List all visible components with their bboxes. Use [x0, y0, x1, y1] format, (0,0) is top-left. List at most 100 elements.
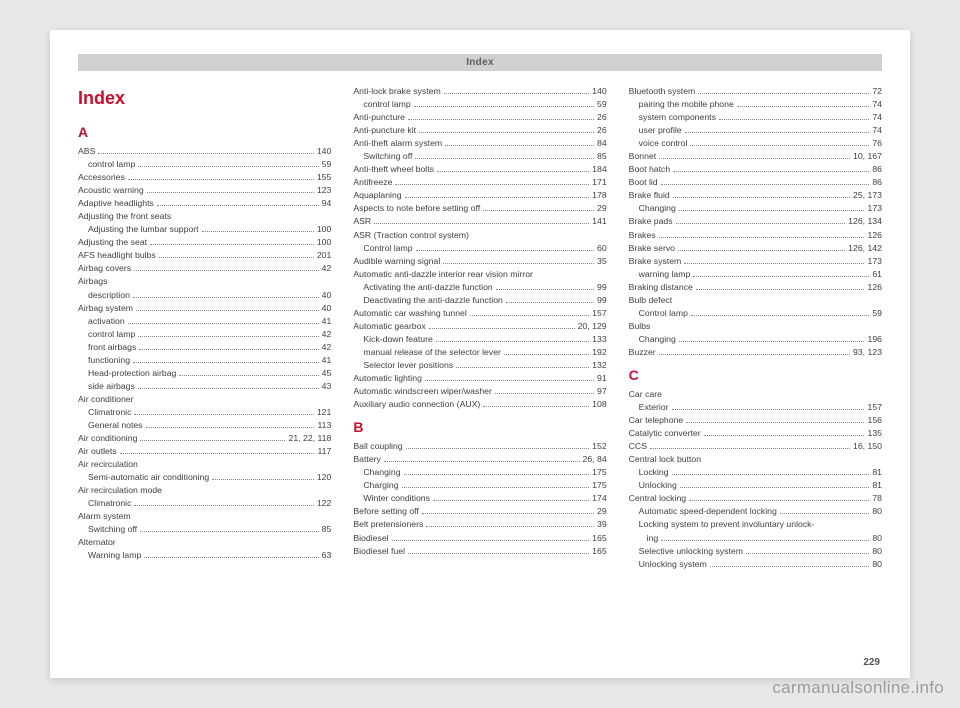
index-entry: Aspects to note before setting off29 — [353, 202, 606, 215]
index-entry: Anti-theft alarm system84 — [353, 137, 606, 150]
index-entry: Bluetooth system72 — [629, 85, 882, 98]
entry-label: manual release of the selector lever — [363, 346, 501, 359]
entry-page: 140 — [317, 145, 332, 158]
entry-label: Bluetooth system — [629, 85, 696, 98]
index-subentry: Locking81 — [629, 466, 882, 479]
entry-page: 61 — [872, 268, 882, 281]
entry-page: 123 — [317, 184, 332, 197]
entry-page: 29 — [597, 505, 607, 518]
leader-dots — [698, 93, 869, 94]
entry-label: control lamp — [88, 328, 135, 341]
entry-label: warning lamp — [639, 268, 691, 281]
leader-dots — [433, 500, 589, 501]
index-entry: Air outlets117 — [78, 445, 331, 458]
leader-dots — [496, 289, 594, 290]
entry-label: Climatronic — [88, 497, 131, 510]
entry-label: Warning lamp — [88, 549, 141, 562]
entry-page: 157 — [867, 401, 882, 414]
entry-label: voice control — [639, 137, 688, 150]
entry-page: 174 — [592, 492, 607, 505]
leader-dots — [673, 197, 850, 198]
page-number: 229 — [863, 657, 880, 668]
leader-dots — [436, 341, 589, 342]
leader-dots — [696, 289, 865, 290]
index-subentry: Changing173 — [629, 202, 882, 215]
entry-page: 175 — [592, 479, 607, 492]
entry-page: 93, 123 — [853, 346, 882, 359]
entry-label: Battery — [353, 453, 381, 466]
entry-label: Anti-puncture — [353, 111, 405, 124]
index-entry: Buzzer93, 123 — [629, 346, 882, 359]
index-entry: Auxiliary audio connection (AUX)108 — [353, 398, 606, 411]
header-bar: Index — [78, 54, 882, 71]
leader-dots — [684, 263, 864, 264]
entry-page: 132 — [592, 359, 607, 372]
index-entry: Aquaplaning178 — [353, 189, 606, 202]
index-entry: Central locking78 — [629, 492, 882, 505]
index-entry: Accessories155 — [78, 171, 331, 184]
leader-dots — [374, 223, 589, 224]
index-subentry: Activating the anti-dazzle function99 — [353, 281, 606, 294]
entry-label: Brake system — [629, 255, 682, 268]
entry-label: Unlocking system — [639, 558, 707, 571]
entry-label: Anti-theft wheel bolts — [353, 163, 434, 176]
index-subentry: Climatronic122 — [78, 497, 331, 510]
entry-label: Car telephone — [629, 414, 684, 427]
entry-page: 80 — [872, 532, 882, 545]
entry-label: Anti-theft alarm system — [353, 137, 442, 150]
column-1: IndexAABS140control lamp59Accessories155… — [78, 85, 331, 571]
leader-dots — [672, 409, 865, 410]
entry-page: 26, 84 — [583, 453, 607, 466]
index-entry: Anti-puncture kit26 — [353, 124, 606, 137]
leader-dots — [179, 375, 318, 376]
index-subentry: General notes113 — [78, 419, 331, 432]
index-subentry: system components74 — [629, 111, 882, 124]
entry-page: 201 — [317, 249, 332, 262]
index-entry: Car care — [629, 388, 882, 401]
leader-dots — [134, 414, 313, 415]
entry-label: Airbags — [78, 275, 107, 288]
leader-dots — [120, 453, 315, 454]
entry-label: Semi-automatic air conditioning — [88, 471, 209, 484]
index-subentry: Winter conditions174 — [353, 492, 606, 505]
entry-page: 80 — [872, 545, 882, 558]
entry-label: Changing — [363, 466, 400, 479]
index-columns: IndexAABS140control lamp59Accessories155… — [78, 85, 882, 571]
entry-page: 80 — [872, 505, 882, 518]
entry-label: Automatic speed-dependent locking — [639, 505, 777, 518]
leader-dots — [157, 205, 319, 206]
index-subentry: activation41 — [78, 315, 331, 328]
entry-page: 26 — [597, 124, 607, 137]
index-entry: Air recirculation — [78, 458, 331, 471]
entry-label: General notes — [88, 419, 143, 432]
entry-label: Alternator — [78, 536, 116, 549]
leader-dots — [414, 106, 594, 107]
entry-page: 100 — [317, 223, 332, 236]
leader-dots — [659, 158, 850, 159]
entry-label: Braking distance — [629, 281, 693, 294]
entry-label: Air outlets — [78, 445, 117, 458]
entry-label: Car care — [629, 388, 662, 401]
entry-page: 192 — [592, 346, 607, 359]
entry-page: 40 — [322, 289, 332, 302]
index-subentry: Exterior157 — [629, 401, 882, 414]
entry-label: control lamp — [363, 98, 410, 111]
entry-label: ASR (Traction control system) — [353, 229, 469, 242]
index-subentry: Selector lever positions132 — [353, 359, 606, 372]
entry-page: 165 — [592, 545, 607, 558]
index-entry: Catalytic converter135 — [629, 427, 882, 440]
leader-dots — [144, 557, 318, 558]
leader-dots — [98, 153, 313, 154]
index-entry: ASR141 — [353, 215, 606, 228]
leader-dots — [140, 531, 319, 532]
index-entry: Alternator — [78, 536, 331, 549]
entry-label: system components — [639, 111, 716, 124]
entry-label: Brakes — [629, 229, 656, 242]
entry-label: ABS — [78, 145, 95, 158]
index-entry: Biodiesel fuel165 — [353, 545, 606, 558]
leader-dots — [746, 553, 869, 554]
entry-label: Activating the anti-dazzle function — [363, 281, 492, 294]
index-subentry: Automatic speed-dependent locking 80 — [629, 505, 882, 518]
index-entry: Air recirculation mode — [78, 484, 331, 497]
leader-dots — [650, 448, 850, 449]
